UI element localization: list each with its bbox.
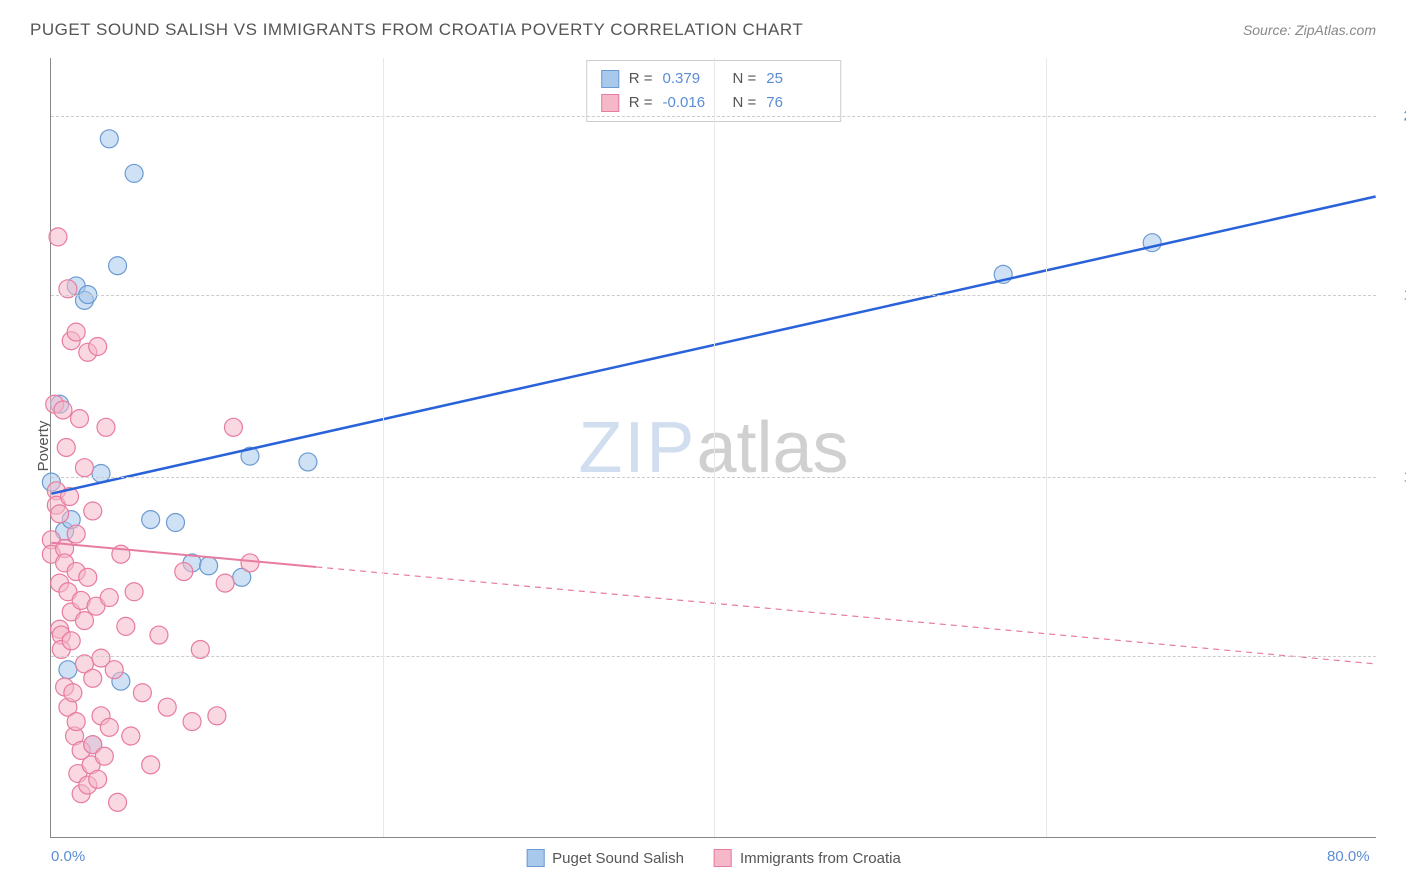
scatter-point — [67, 525, 85, 543]
scatter-point — [100, 130, 118, 148]
stats-swatch — [601, 70, 619, 88]
scatter-point — [84, 669, 102, 687]
stats-swatch — [601, 94, 619, 112]
scatter-point — [299, 453, 317, 471]
scatter-point — [75, 612, 93, 630]
legend-item: Puget Sound Salish — [526, 849, 684, 867]
source-attribution: Source: ZipAtlas.com — [1243, 22, 1376, 38]
x-tick-label: 0.0% — [51, 848, 85, 865]
scatter-point — [200, 557, 218, 575]
scatter-point — [67, 323, 85, 341]
scatter-point — [95, 747, 113, 765]
stats-r-label: R = — [629, 91, 653, 115]
y-tick-label: 6.3% — [1386, 648, 1406, 665]
scatter-point — [117, 617, 135, 635]
y-tick-label: 12.5% — [1386, 468, 1406, 485]
stats-n-value: 76 — [766, 91, 826, 115]
scatter-point — [122, 727, 140, 745]
scatter-point — [49, 228, 67, 246]
legend-swatch — [526, 849, 544, 867]
gridline-vertical — [714, 58, 715, 837]
scatter-point — [142, 756, 160, 774]
scatter-point — [100, 589, 118, 607]
scatter-point — [208, 707, 226, 725]
scatter-point — [89, 770, 107, 788]
scatter-point — [71, 410, 89, 428]
legend-label: Puget Sound Salish — [552, 850, 684, 867]
scatter-point — [59, 661, 77, 679]
scatter-point — [158, 698, 176, 716]
scatter-point — [89, 338, 107, 356]
scatter-point — [224, 418, 242, 436]
stats-n-value: 25 — [766, 67, 826, 91]
scatter-point — [84, 502, 102, 520]
scatter-point — [142, 511, 160, 529]
trend-line-dashed — [316, 567, 1375, 664]
gridline-vertical — [1046, 58, 1047, 837]
scatter-point — [100, 718, 118, 736]
legend-swatch — [714, 849, 732, 867]
scatter-point — [109, 257, 127, 275]
scatter-point — [97, 418, 115, 436]
scatter-point — [175, 563, 193, 581]
x-tick-label: 80.0% — [1327, 848, 1370, 865]
legend-item: Immigrants from Croatia — [714, 849, 901, 867]
scatter-point — [150, 626, 168, 644]
chart-title: PUGET SOUND SALISH VS IMMIGRANTS FROM CR… — [30, 20, 803, 40]
scatter-point — [167, 514, 185, 532]
stats-n-label: N = — [733, 91, 757, 115]
gridline-vertical — [383, 58, 384, 837]
scatter-point — [109, 793, 127, 811]
stats-n-label: N = — [733, 67, 757, 91]
scatter-point — [125, 164, 143, 182]
scatter-point — [57, 439, 75, 457]
scatter-point — [92, 464, 110, 482]
plot-area: ZIPatlas R = 0.379 N = 25 R = -0.016 N =… — [50, 58, 1376, 838]
legend-bottom: Puget Sound Salish Immigrants from Croat… — [526, 849, 901, 867]
scatter-point — [75, 459, 93, 477]
scatter-point — [67, 713, 85, 731]
y-tick-label: 18.8% — [1386, 286, 1406, 303]
scatter-point — [125, 583, 143, 601]
y-tick-label: 25.0% — [1386, 107, 1406, 124]
scatter-point — [216, 574, 234, 592]
scatter-point — [183, 713, 201, 731]
scatter-point — [241, 554, 259, 572]
scatter-point — [54, 401, 72, 419]
scatter-point — [51, 505, 69, 523]
scatter-point — [79, 568, 97, 586]
legend-label: Immigrants from Croatia — [740, 850, 901, 867]
stats-r-label: R = — [629, 67, 653, 91]
scatter-point — [133, 684, 151, 702]
scatter-point — [62, 632, 80, 650]
scatter-point — [105, 661, 123, 679]
scatter-point — [64, 684, 82, 702]
